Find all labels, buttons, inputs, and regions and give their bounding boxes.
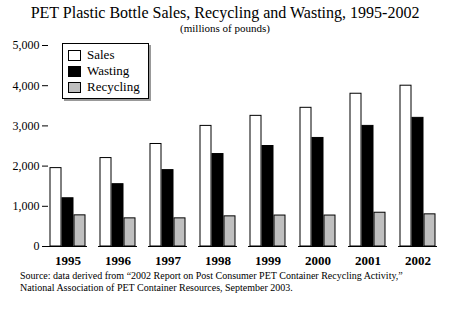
- svg-text:2002: 2002: [405, 253, 431, 268]
- svg-text:5,000: 5,000: [13, 38, 40, 52]
- html-text:(millions of pounds): (millions of pounds): [180, 22, 270, 34]
- svg-text:2001: 2001: [355, 253, 381, 268]
- svg-text:1998: 1998: [205, 253, 232, 268]
- svg-text:1999: 1999: [255, 253, 282, 268]
- html-text:PET Plastic Bottle Sales, Recy: PET Plastic Bottle Sales, Recycling and …: [30, 4, 420, 21]
- svg-text:4,000: 4,000: [13, 79, 40, 93]
- svg-text:2,000: 2,000: [13, 159, 40, 173]
- html-text:Wasting: Wasting: [87, 63, 130, 78]
- svg-text:1997: 1997: [155, 253, 182, 268]
- svg-text:0: 0: [34, 239, 40, 253]
- svg-text:1996: 1996: [105, 253, 132, 268]
- html-text:Source: data derived from “200: Source: data derived from “2002 Report o…: [20, 270, 403, 293]
- svg-text:1,000: 1,000: [13, 199, 40, 213]
- svg-text:1995: 1995: [55, 253, 82, 268]
- html-text:Recycling: Recycling: [87, 79, 140, 94]
- html-text:Sales: Sales: [87, 47, 115, 62]
- svg-text:2000: 2000: [305, 253, 331, 268]
- svg-text:3,000: 3,000: [13, 119, 40, 133]
